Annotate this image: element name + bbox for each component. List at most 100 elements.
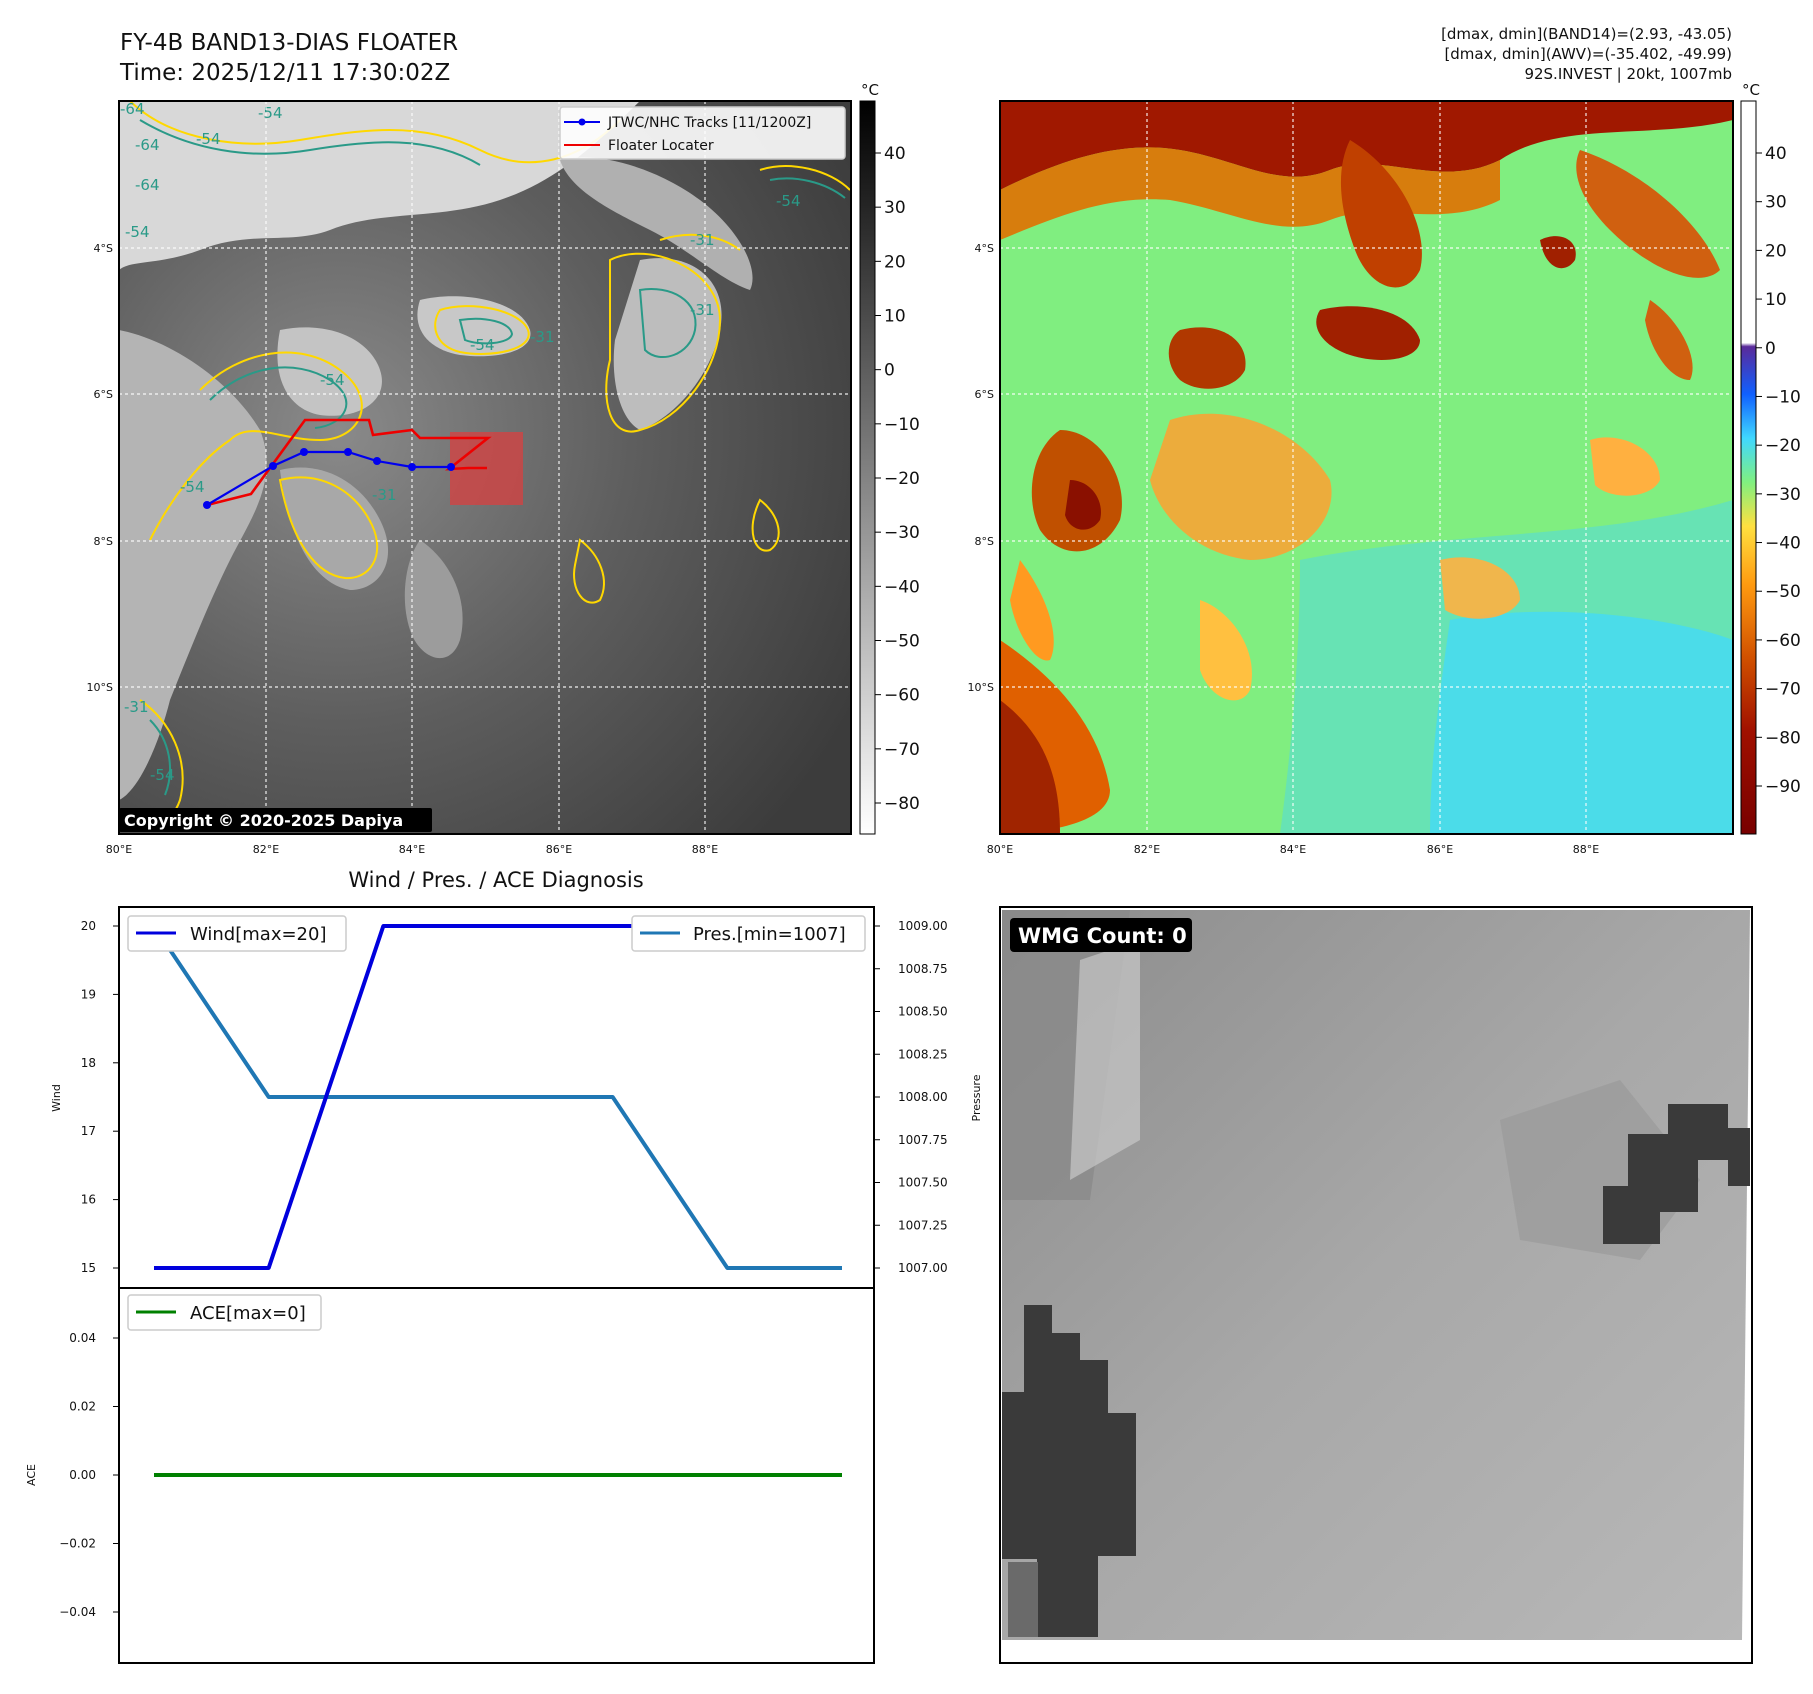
colorbar-tick-label: −80	[1765, 728, 1801, 748]
contour-label: -64	[135, 136, 160, 154]
pres-tick-label: 1008.00	[898, 1090, 948, 1104]
lat-tick: 6°S	[975, 388, 994, 401]
track-point	[373, 457, 381, 465]
ace-tick-label: −0.02	[59, 1537, 96, 1551]
pres-tick-label: 1009.00	[898, 919, 948, 933]
track-point	[300, 448, 308, 456]
contour-label: -31	[372, 486, 397, 504]
lat-tick: 8°S	[94, 535, 113, 548]
contour-label: -54	[320, 371, 345, 389]
pres-legend-label: Pres.[min=1007]	[693, 924, 846, 945]
lon-tick: 80°E	[987, 843, 1013, 856]
contour-label: -54	[150, 766, 175, 784]
lat-tick: 8°S	[975, 535, 994, 548]
contour-label: -64	[120, 100, 145, 118]
lon-tick: 80°E	[106, 843, 132, 856]
lon-tick: 84°E	[1280, 843, 1306, 856]
colorbar-tick-label: −50	[1765, 582, 1801, 602]
track-point	[203, 501, 211, 509]
pres-tick-label: 1007.00	[898, 1261, 948, 1275]
colorbar-tick-label: −60	[884, 686, 920, 706]
contour-label: -54	[776, 192, 801, 210]
wind-tick-label: 20	[81, 919, 96, 933]
colorbar-tick-label: −10	[1765, 387, 1801, 407]
lon-tick: 86°E	[1427, 843, 1453, 856]
pres-tick-label: 1008.50	[898, 1005, 948, 1019]
ace-axis-label: ACE	[25, 1464, 38, 1486]
cloud-mass-west	[119, 330, 267, 800]
colorbar-tick-label: 40	[884, 144, 906, 164]
track-point	[269, 462, 277, 470]
colorbar-tick-label: −40	[884, 577, 920, 597]
colorbar-tick-label: −60	[1765, 631, 1801, 651]
lat-tick: 10°S	[87, 681, 113, 694]
colorbar-tick-label: −40	[1765, 534, 1801, 554]
lon-tick: 88°E	[692, 843, 718, 856]
wind-tick-label: 19	[81, 987, 96, 1001]
color-map-panel: 4°S 6°S 8°S 10°S 80°E 82°E 84°E 86°E 88°…	[968, 100, 1734, 856]
contour-label: -54	[196, 130, 221, 148]
lon-tick: 84°E	[399, 843, 425, 856]
colorbar-tick-label: 40	[1765, 144, 1787, 164]
stats-line-3: 92S.INVEST | 20kt, 1007mb	[1524, 65, 1732, 83]
ace-legend: ACE[max=0]	[127, 1294, 322, 1331]
wind-axis-label: Wind	[50, 1084, 63, 1112]
contour-label: -64	[135, 176, 160, 194]
pres-series	[152, 924, 842, 1270]
stats-line-2: [dmax, dmin](AWV)=(-35.402, -49.99)	[1444, 45, 1732, 63]
legend-tracks-label: JTWC/NHC Tracks [11/1200Z]	[607, 115, 811, 131]
stats-line-1: [dmax, dmin](BAND14)=(2.93, -43.05)	[1441, 25, 1732, 43]
colorbar-tick-label: 20	[1765, 241, 1787, 261]
contour-label: -54	[180, 478, 205, 496]
track-point	[408, 463, 416, 471]
contour-label: -31	[690, 231, 715, 249]
colorbar-tick-label: 30	[1765, 193, 1787, 213]
colorbar-tick-label: 30	[884, 198, 906, 218]
contour-label: -54	[470, 336, 495, 354]
colorbar-tick-label: −50	[884, 632, 920, 652]
colorbar-tick-label: 20	[884, 252, 906, 272]
lon-tick: 82°E	[1134, 843, 1160, 856]
colorbar-ticks: 40 30 20 10 0 −10 −20 −30 −40 −50 −60 −70 −80 −90	[1756, 144, 1801, 797]
pres-tick-label: 1007.50	[898, 1176, 948, 1190]
copyright: Copyright © 2020-2025 Dapiya	[124, 811, 403, 830]
wmg-panel: WMG Count: 0	[999, 906, 1753, 1664]
legend-locater-label: Floater Locater	[608, 138, 714, 154]
colorbar-tick-label: 10	[884, 307, 906, 327]
pres-tick-label: 1008.75	[898, 962, 948, 976]
ace-tick-label: 0.00	[69, 1468, 96, 1482]
colorbar-ticks: 40 30 20 10 0 −10 −20 −30 −40 −50 −60 −70 −80	[875, 144, 920, 814]
lat-tick: 10°S	[968, 681, 994, 694]
colorbar-tick-label: −30	[1765, 485, 1801, 505]
pres-legend: Pres.[min=1007]	[631, 915, 866, 952]
colorbar-tick-label: −80	[884, 794, 920, 814]
wind-tick-label: 17	[81, 1124, 96, 1138]
diag-title: Wind / Pres. / ACE Diagnosis	[348, 868, 643, 892]
lon-tick: 86°E	[546, 843, 572, 856]
colorbar-unit: °C	[1742, 81, 1760, 99]
lat-tick: 4°S	[94, 242, 113, 255]
colorbar-tick-label: −70	[1765, 680, 1801, 700]
wind-legend-label: Wind[max=20]	[190, 924, 327, 945]
ace-ticks: 0.04 0.02 0.00 −0.02 −0.04	[59, 1331, 119, 1619]
pres-ticks: 1007.00 1007.25 1007.50 1007.75 1008.00 1008.…	[874, 919, 948, 1275]
pres-line	[152, 924, 842, 1270]
ace-legend-label: ACE[max=0]	[190, 1303, 306, 1324]
ace-tick-label: 0.02	[69, 1400, 96, 1414]
lon-tick: 82°E	[253, 843, 279, 856]
cold-tops-north	[1000, 101, 1733, 190]
contour-label: -31	[690, 301, 715, 319]
pres-tick-label: 1007.25	[898, 1218, 948, 1232]
contour-label: -31	[530, 328, 555, 346]
colorbar-grayscale: °C 40 30 20 10 0 −10 −20 −30 −40 −50 −60 −70 −80	[859, 81, 920, 835]
wind-tick-label: 15	[81, 1261, 96, 1275]
lat-tick: 4°S	[975, 242, 994, 255]
ir-map-panel: -64 -54 -64 -54 -64 -54 -54 -31 -54 -31 …	[87, 100, 852, 856]
colorbar-tick-label: −20	[1765, 436, 1801, 456]
colorbar-color: °C 40 30 20 10 0 −10 −20 −30 −40 −50 −60 −70 −80 −90	[1740, 81, 1801, 835]
colorbar-tick-label: −30	[884, 523, 920, 543]
lon-tick: 88°E	[1573, 843, 1599, 856]
colorbar-tick-label: 10	[1765, 290, 1787, 310]
